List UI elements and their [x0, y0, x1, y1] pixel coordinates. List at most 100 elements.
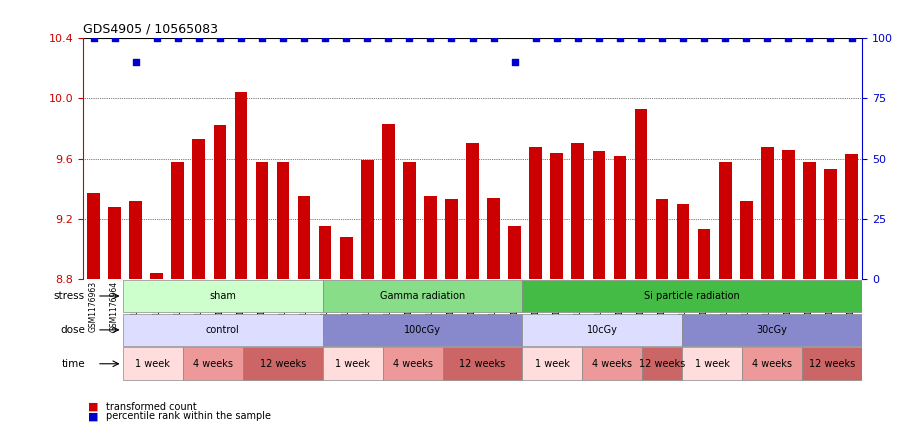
Bar: [529, 146, 542, 279]
Point: [697, 35, 712, 41]
Text: time: time: [62, 359, 85, 369]
Point: [592, 35, 607, 41]
Text: control: control: [206, 325, 240, 335]
Point: [823, 35, 838, 41]
Point: [486, 35, 501, 41]
Bar: [803, 162, 816, 279]
Text: Gamma radiation: Gamma radiation: [380, 291, 466, 301]
Text: 4 weeks: 4 weeks: [592, 359, 632, 369]
Point: [86, 35, 100, 41]
Bar: [323, 347, 383, 380]
Bar: [383, 347, 443, 380]
Bar: [677, 204, 690, 279]
Bar: [523, 313, 682, 346]
Bar: [150, 273, 163, 279]
Text: ■: ■: [88, 402, 98, 412]
Point: [444, 35, 459, 41]
Bar: [550, 153, 563, 279]
Bar: [424, 196, 437, 279]
Bar: [656, 199, 668, 279]
Bar: [824, 169, 837, 279]
Text: transformed count: transformed count: [106, 402, 196, 412]
Bar: [572, 143, 585, 279]
Bar: [129, 201, 142, 279]
Text: sham: sham: [209, 291, 236, 301]
Text: dose: dose: [60, 325, 85, 335]
Point: [612, 35, 627, 41]
Bar: [614, 156, 626, 279]
Point: [781, 35, 796, 41]
Text: 100cGy: 100cGy: [404, 325, 441, 335]
Point: [107, 35, 122, 41]
Point: [128, 59, 143, 66]
Bar: [802, 347, 862, 380]
Bar: [487, 198, 500, 279]
Bar: [255, 162, 268, 279]
Bar: [523, 347, 583, 380]
Bar: [467, 143, 479, 279]
Text: 12 weeks: 12 weeks: [809, 359, 856, 369]
Bar: [193, 139, 205, 279]
Bar: [323, 280, 523, 312]
Bar: [382, 124, 395, 279]
Point: [845, 35, 859, 41]
Bar: [361, 160, 373, 279]
Bar: [508, 226, 521, 279]
Bar: [123, 347, 183, 380]
Bar: [761, 146, 774, 279]
Bar: [740, 201, 752, 279]
Bar: [742, 347, 802, 380]
Point: [528, 35, 543, 41]
Text: 1 week: 1 week: [136, 359, 171, 369]
Point: [802, 35, 817, 41]
Bar: [234, 92, 247, 279]
Bar: [298, 196, 311, 279]
Text: 10cGy: 10cGy: [587, 325, 618, 335]
Point: [381, 35, 396, 41]
Point: [254, 35, 269, 41]
Bar: [277, 162, 290, 279]
Point: [360, 35, 374, 41]
Bar: [319, 226, 331, 279]
Bar: [242, 347, 323, 380]
Text: 30cGy: 30cGy: [757, 325, 787, 335]
Bar: [183, 347, 242, 380]
Point: [633, 35, 648, 41]
Text: stress: stress: [53, 291, 85, 301]
Point: [760, 35, 774, 41]
Bar: [171, 162, 184, 279]
Point: [676, 35, 691, 41]
Bar: [682, 347, 742, 380]
Point: [338, 35, 353, 41]
Bar: [523, 280, 862, 312]
Point: [423, 35, 438, 41]
Bar: [88, 193, 100, 279]
Point: [507, 59, 522, 66]
Bar: [698, 229, 711, 279]
Text: ■: ■: [88, 411, 98, 421]
Point: [149, 35, 164, 41]
Bar: [323, 313, 523, 346]
Text: 12 weeks: 12 weeks: [260, 359, 306, 369]
Bar: [593, 151, 605, 279]
Point: [466, 35, 480, 41]
Bar: [340, 237, 352, 279]
Bar: [108, 207, 121, 279]
Point: [297, 35, 312, 41]
Point: [739, 35, 753, 41]
Bar: [214, 126, 226, 279]
Point: [212, 35, 227, 41]
Point: [276, 35, 290, 41]
Bar: [782, 149, 795, 279]
Point: [171, 35, 185, 41]
Point: [402, 35, 417, 41]
Point: [318, 35, 333, 41]
Point: [655, 35, 669, 41]
Bar: [123, 280, 323, 312]
Text: Si particle radiation: Si particle radiation: [644, 291, 740, 301]
Text: 12 weeks: 12 weeks: [639, 359, 685, 369]
Text: 12 weeks: 12 weeks: [459, 359, 505, 369]
Bar: [634, 109, 647, 279]
Text: 4 weeks: 4 weeks: [193, 359, 233, 369]
Point: [718, 35, 733, 41]
